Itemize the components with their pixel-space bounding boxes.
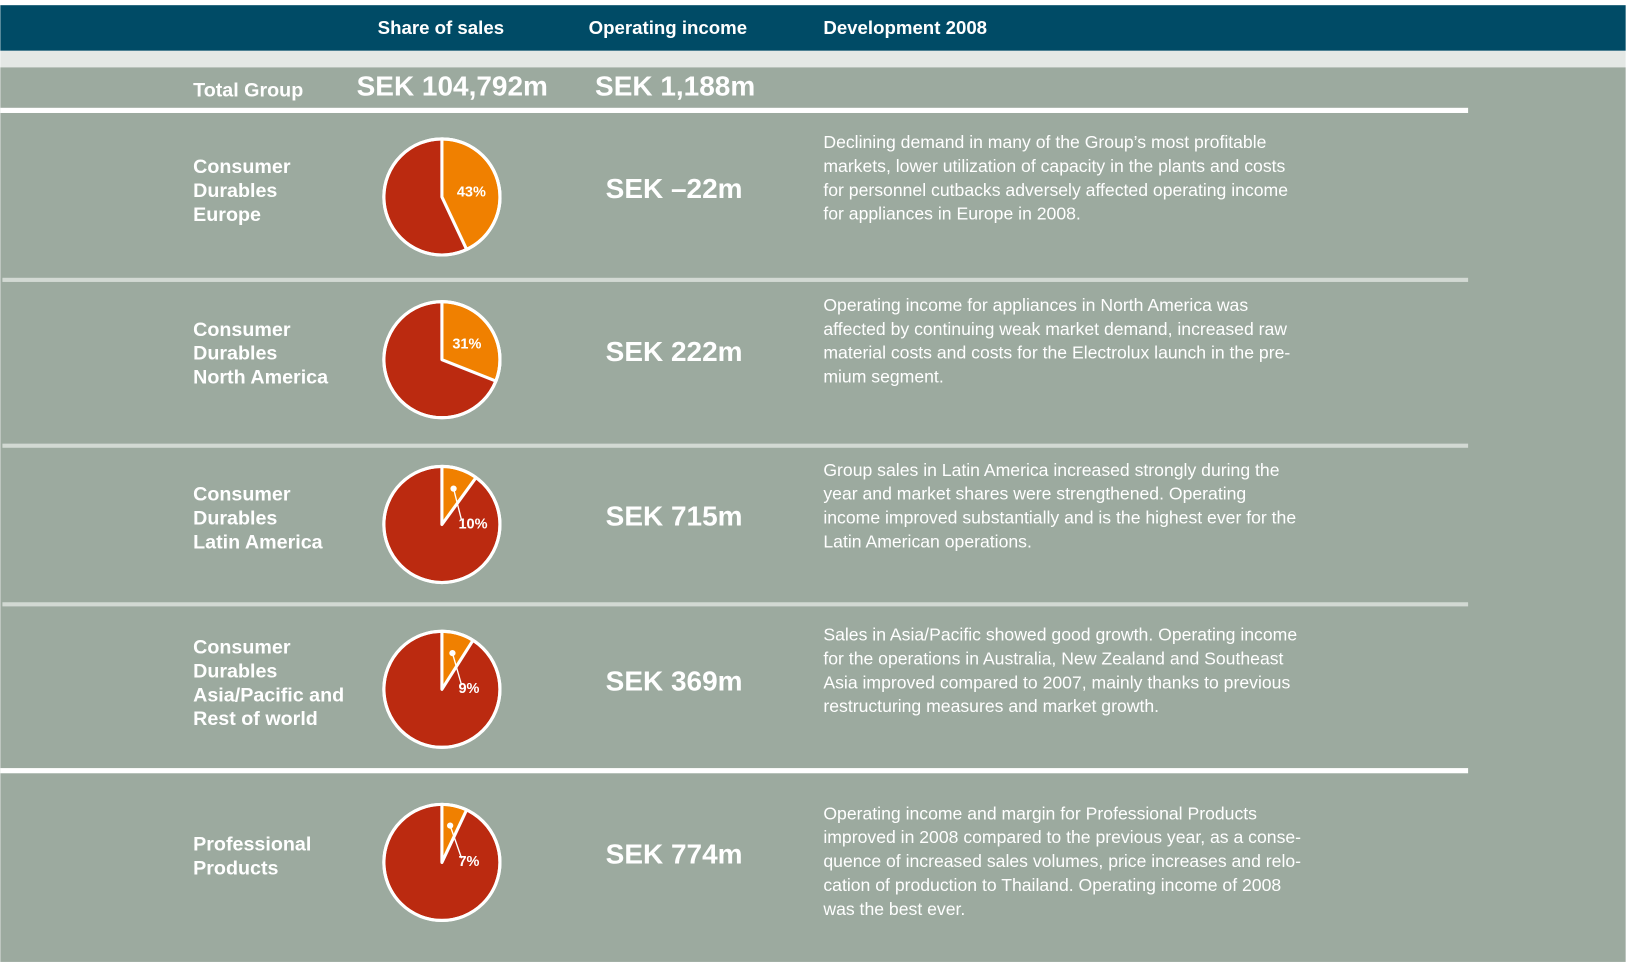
segment-name: Latin America [193, 531, 324, 553]
description-line: Latin American operations. [823, 531, 1032, 551]
share-label: 7% [458, 854, 479, 870]
segment-name: Consumer [193, 637, 291, 659]
description-line: income improved substantially and is the… [823, 507, 1296, 527]
divider [0, 768, 1469, 774]
segment-name: Consumer [193, 319, 291, 341]
pointer-line [452, 488, 463, 521]
pie-outline [382, 629, 502, 749]
description-line: cation of production to Thailand. Operat… [823, 875, 1281, 895]
segment-name: Durables [193, 180, 277, 202]
total-income: SEK 1,188m [595, 70, 755, 101]
pie-outline [382, 137, 502, 257]
share-label: 10% [458, 516, 487, 532]
divider [2, 602, 1469, 607]
description-line: mium segment. [823, 366, 943, 386]
description-line: improved in 2008 compared to the previou… [823, 827, 1301, 847]
segment-name: Durables [193, 660, 277, 682]
column-header: Operating income [589, 17, 747, 38]
pie-outline [382, 300, 502, 420]
description-line: year and market shares were strengthened… [823, 484, 1246, 504]
divider [0, 107, 1469, 113]
pie-outline [382, 802, 502, 923]
operating-income: SEK –22m [606, 173, 743, 204]
description-line: Asia improved compared to 2007, mainly t… [823, 672, 1290, 692]
description-line: for appliances in Europe in 2008. [823, 204, 1080, 224]
description-line: Operating income and margin for Professi… [823, 803, 1257, 823]
description-line: Declining demand in many of the Group’s … [823, 132, 1266, 152]
segment-name: Durables [193, 343, 277, 365]
description-line: restructuring measures and market growth… [823, 696, 1159, 716]
segment-name: Consumer [193, 156, 291, 178]
description-line: affected by continuing weak market deman… [823, 319, 1287, 339]
header-stripe [0, 50, 1626, 68]
segment-name: Professional [193, 834, 311, 856]
segment-name: Asia/Pacific and [193, 684, 344, 706]
segment-name: Rest of world [193, 708, 318, 730]
header-bar [0, 5, 1626, 51]
segment-name: Durables [193, 508, 277, 530]
share-label: 9% [458, 681, 479, 697]
divider [2, 277, 1469, 282]
divider [2, 443, 1469, 448]
segment-name: Europe [193, 204, 261, 226]
pie-outline [382, 464, 502, 585]
operating-income: SEK 715m [606, 501, 743, 532]
column-header: Share of sales [378, 17, 504, 38]
description-line: markets, lower utilization of capacity i… [823, 156, 1285, 176]
description-line: for the operations in Australia, New Zea… [823, 648, 1283, 668]
segment-name: North America [193, 367, 329, 389]
description-line: was the best ever. [822, 899, 965, 919]
description-line: Operating income for appliances in North… [823, 295, 1248, 315]
description-line: Sales in Asia/Pacific showed good growth… [823, 625, 1297, 645]
total-sales: SEK 104,792m [357, 70, 548, 101]
pointer-line [451, 652, 463, 686]
description-line: material costs and costs for the Electro… [823, 343, 1290, 363]
segment-name: Products [193, 857, 278, 879]
operating-income: SEK 774m [606, 839, 743, 870]
share-label: 43% [457, 184, 486, 200]
pointer-line [449, 825, 463, 859]
share-label: 31% [452, 337, 481, 353]
table-body [0, 67, 1626, 962]
description-line: quence of increased sales volumes, price… [823, 851, 1301, 871]
description-line: Group sales in Latin America increased s… [823, 460, 1279, 480]
operating-income: SEK 222m [606, 336, 743, 367]
column-header: Development 2008 [823, 17, 987, 38]
segment-name: Consumer [193, 484, 291, 506]
description-line: for personnel cutbacks adversely affecte… [823, 180, 1288, 200]
operating-income: SEK 369m [606, 665, 743, 696]
total-name: Total Group [193, 79, 303, 101]
